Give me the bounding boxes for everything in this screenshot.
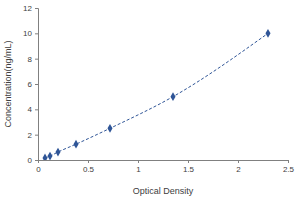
tick-mark xyxy=(188,160,189,163)
tick-mark xyxy=(35,160,38,161)
tick: 0 xyxy=(36,160,41,174)
plot: 0 0.5 1 1.5 2 2.5 0 2 4 6 8 10 12 xyxy=(23,4,295,174)
x-axis-title: Optical Density xyxy=(133,186,194,196)
tick-label: 0.5 xyxy=(83,165,95,174)
tick-mark xyxy=(35,109,38,110)
tick-label: 2 xyxy=(28,131,33,140)
tick-label: 8 xyxy=(28,55,33,64)
tick-mark xyxy=(35,135,38,136)
x-axis: 0 0.5 1 1.5 2 2.5 xyxy=(36,160,294,174)
tick: 1.5 xyxy=(183,160,195,174)
tick-label: 1.5 xyxy=(183,165,195,174)
chart: 0 0.5 1 1.5 2 2.5 0 2 4 6 8 10 12 Optical Density Conc… xyxy=(0,0,300,200)
tick-label: 2.5 xyxy=(283,165,295,174)
axis-line xyxy=(39,161,289,164)
tick-label: 2 xyxy=(236,165,241,174)
series xyxy=(42,29,270,160)
tick: 0.5 xyxy=(83,160,95,174)
y-axis-title: Concentration(ng/mL) xyxy=(3,40,13,127)
point xyxy=(73,140,78,149)
point xyxy=(47,152,52,160)
tick-label: 6 xyxy=(28,80,33,89)
tick: 6 xyxy=(28,80,38,89)
tick-mark xyxy=(35,84,38,85)
tick: 2.5 xyxy=(283,160,295,174)
tick: 1 xyxy=(136,160,141,174)
tick: 2 xyxy=(236,160,241,174)
tick: 8 xyxy=(28,55,38,64)
tick: 12 xyxy=(23,4,38,13)
point xyxy=(170,92,175,101)
tick-label: 12 xyxy=(23,4,32,13)
point xyxy=(107,124,112,133)
tick-mark xyxy=(35,59,38,60)
point xyxy=(265,29,270,38)
tick: 0 xyxy=(28,156,38,165)
point xyxy=(42,154,47,160)
tick-mark xyxy=(88,160,89,163)
tick-mark xyxy=(238,160,239,163)
y-axis: 0 2 4 6 8 10 12 xyxy=(23,4,38,165)
tick-label: 1 xyxy=(136,165,141,174)
tick-mark xyxy=(288,160,289,163)
tick-mark xyxy=(138,160,139,163)
tick-label: 10 xyxy=(23,29,32,38)
point xyxy=(55,148,60,157)
tick-label: 0 xyxy=(28,156,33,165)
tick: 10 xyxy=(23,29,38,38)
tick-label: 4 xyxy=(28,105,33,114)
tick-mark xyxy=(35,33,38,34)
axis-line xyxy=(35,9,39,161)
tick: 2 xyxy=(28,131,38,140)
tick-mark xyxy=(35,8,38,9)
curve xyxy=(45,33,268,158)
tick-label: 0 xyxy=(36,165,41,174)
tick: 4 xyxy=(28,105,38,114)
